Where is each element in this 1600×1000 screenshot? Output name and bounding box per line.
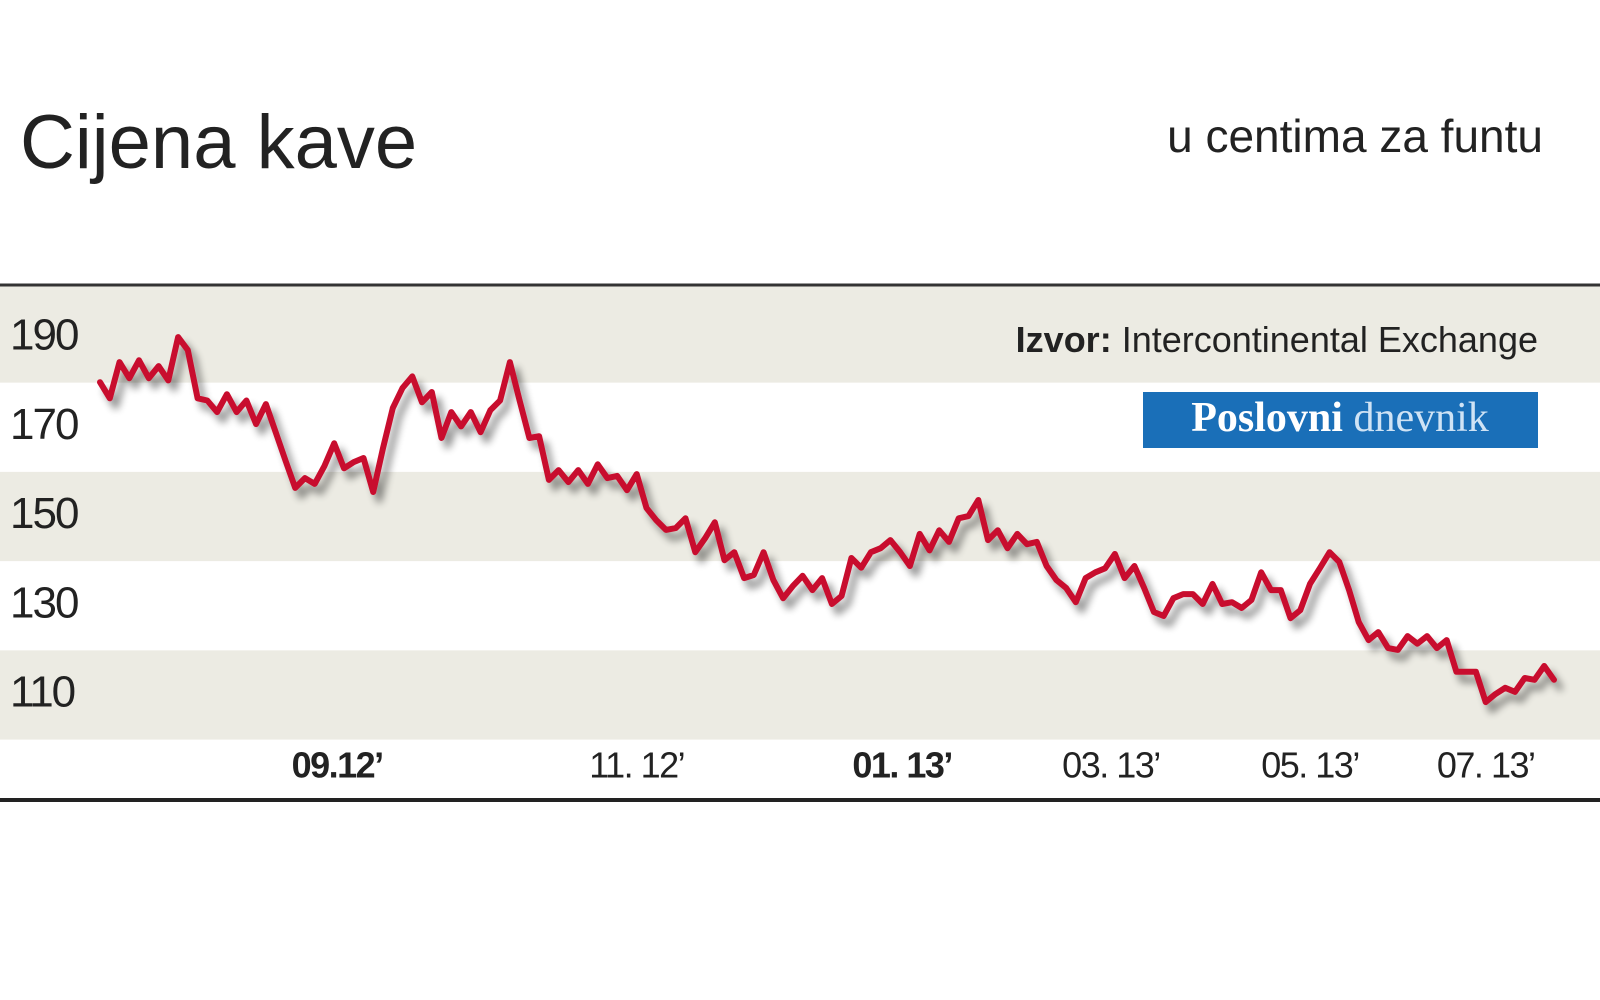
chart-title: Cijena kave: [20, 100, 417, 185]
x-tick-label: 07. 13’: [1437, 745, 1535, 786]
x-tick-label: 09.12’: [292, 745, 383, 786]
x-tick-label: 11. 12’: [589, 745, 684, 786]
band: [0, 471, 1600, 562]
x-tick-label: 01. 13’: [852, 745, 952, 786]
logo-first: Poslovni: [1191, 395, 1343, 441]
band: [0, 286, 1600, 383]
y-tick-label: 150: [10, 489, 78, 538]
y-tick-label: 110: [10, 668, 75, 717]
svg-text:Poslovni dnevnik: Poslovni dnevnik: [1191, 395, 1489, 441]
band: [0, 650, 1600, 740]
source-name: Intercontinental Exchange: [1122, 319, 1538, 360]
chart-subtitle: u centima za funtu: [1167, 110, 1543, 162]
x-tick-label: 03. 13’: [1062, 745, 1160, 786]
source-label: Izvor:: [1016, 319, 1112, 360]
x-tick-label: 05. 13’: [1261, 745, 1359, 786]
price-line: [97, 334, 1557, 706]
logo-second: dnevnik: [1353, 395, 1488, 441]
y-tick-label: 190: [10, 311, 78, 360]
y-tick-label: 130: [10, 578, 78, 627]
y-tick-label: 170: [10, 400, 78, 449]
logo-box: [1143, 392, 1538, 448]
source: Izvor: Intercontinental Exchange: [1016, 319, 1538, 360]
